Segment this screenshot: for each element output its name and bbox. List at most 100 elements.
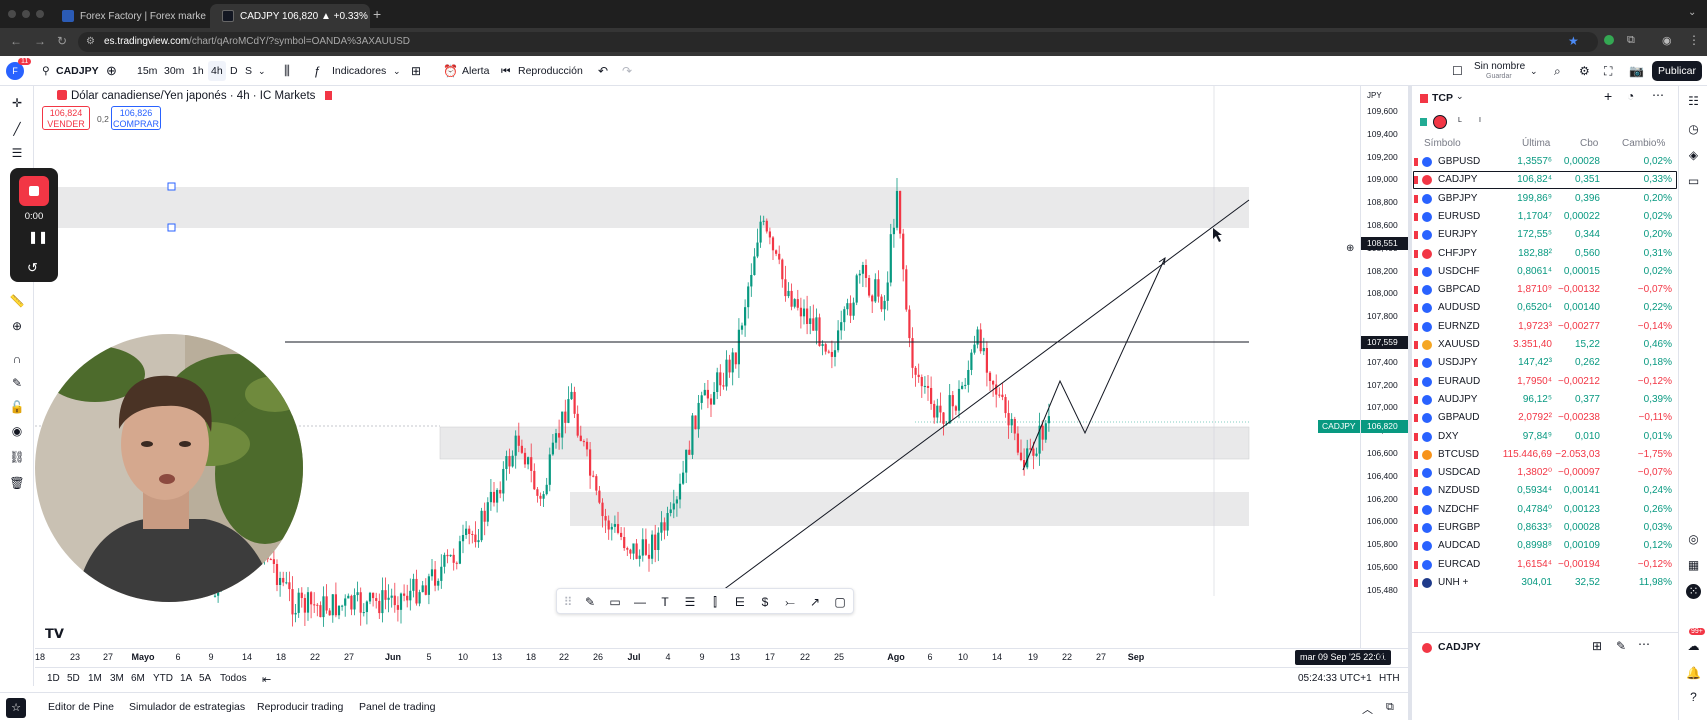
layout-name[interactable]: Sin nombre (1474, 61, 1526, 72)
window-minimize-dot[interactable] (22, 10, 30, 18)
forward-arrow-icon[interactable]: → (34, 34, 46, 48)
interval-30m[interactable]: 30m (164, 65, 185, 77)
pencil-lock-icon[interactable]: ✎ (11, 376, 23, 390)
publish-button[interactable]: Publicar (1652, 61, 1702, 81)
webcam-bubble[interactable] (35, 334, 303, 602)
fullscreen-icon[interactable]: ⛶ (1604, 64, 1613, 78)
ideas-icon[interactable]: ☁ (1687, 639, 1700, 653)
interval-s[interactable]: S (245, 65, 253, 77)
range-1d[interactable]: 1D (47, 673, 60, 684)
goto-date-icon[interactable]: ⇤ (262, 674, 272, 686)
interval-4h[interactable]: 4h (208, 61, 226, 81)
replay-icon[interactable]: ⏮ (501, 65, 511, 77)
site-info-icon[interactable]: ⚙ (86, 36, 95, 47)
comment-icon[interactable]: ▢ (834, 595, 846, 609)
row-flag-icon[interactable] (1414, 395, 1418, 404)
watchlist-row-usdcad[interactable]: USDCAD 1,3802⁰ −0,00097 −0,07% (1412, 463, 1678, 483)
calendar-icon[interactable]: ▦ (1687, 558, 1700, 572)
path-icon[interactable]: ↗ (809, 595, 821, 609)
watchlist-row-unh[interactable]: UNH + 304,01 32,52 11,98% (1412, 573, 1678, 593)
zoom-icon[interactable]: ⊕ (11, 319, 23, 333)
reload-icon[interactable]: ↻ (57, 34, 68, 48)
drag-handle-icon[interactable]: ⠿ (563, 595, 573, 609)
tab-pine-editor[interactable]: Editor de Pine (48, 701, 114, 713)
crosshair-icon[interactable]: ✛ (11, 96, 23, 110)
col-last-header[interactable]: Última (1522, 138, 1551, 149)
rectangle-icon[interactable]: ▭ (609, 595, 621, 609)
interval-1h[interactable]: 1h (192, 65, 204, 77)
sell-button[interactable]: 106,824 VENDER (42, 106, 90, 130)
favorites-star-icon[interactable]: ☆ (6, 698, 26, 718)
window-zoom-dot[interactable] (36, 10, 44, 18)
hline-icon[interactable]: — (634, 595, 646, 609)
details-more-icon[interactable]: ⋯ (1638, 637, 1650, 651)
maximize-panel-icon[interactable]: ⧉ (1386, 701, 1394, 713)
watchlist-icon[interactable]: ☷ (1688, 94, 1699, 108)
watchlist-flag-i[interactable]: I (1479, 117, 1481, 124)
tradingview-logo-icon[interactable]: 𝗧𝗩 (45, 626, 64, 641)
range-1a[interactable]: 1A (180, 673, 193, 684)
lock-icon[interactable]: 🔓 (9, 400, 25, 414)
extensions-puzzle-icon[interactable]: ⧉ (1627, 34, 1635, 46)
range-5a[interactable]: 5A (199, 673, 212, 684)
row-flag-icon[interactable] (1414, 560, 1418, 569)
axis-settings-icon[interactable]: ⚙ (1377, 652, 1387, 664)
notifications-bell-icon[interactable]: 🔔 (1686, 666, 1701, 680)
trash-icon[interactable]: 🗑 (9, 476, 25, 490)
buy-button[interactable]: 106,826 COMPRAR (111, 106, 161, 130)
watchlist-row-nzdusd[interactable]: NZDUSD 0,5934⁴ 0,00141 0,24% (1412, 481, 1678, 501)
row-flag-icon[interactable] (1414, 450, 1418, 459)
watchlist-flag-l[interactable]: L (1458, 117, 1462, 124)
interval-dropdown-chevron-icon[interactable]: ⌄ (258, 66, 266, 76)
new-tab-button[interactable]: + (373, 6, 382, 22)
templates-icon[interactable]: ⊞ (411, 64, 422, 78)
alerts-clock-icon[interactable]: ◷ (1688, 122, 1699, 136)
range-all[interactable]: Todos (220, 673, 247, 684)
magnet-icon[interactable]: ∩ (12, 352, 22, 366)
pencil-icon[interactable]: ✎ (584, 595, 596, 609)
chat-icon[interactable]: ▭ (1687, 174, 1700, 188)
row-flag-icon[interactable] (1414, 414, 1418, 423)
watchlist-row-nzdchf[interactable]: NZDCHF 0,4784⁰ 0,00123 0,26% (1412, 500, 1678, 520)
row-flag-icon[interactable] (1414, 578, 1418, 587)
row-flag-icon[interactable] (1414, 212, 1418, 221)
watchlist-row-gbpcad[interactable]: GBPCAD 1,8710⁹ −0,00132 −0,07% (1412, 280, 1678, 300)
watchlist-row-gbpusd[interactable]: GBPUSD 1,3557⁶ 0,00028 0,02% (1412, 152, 1678, 172)
price-scale[interactable]: JPY 109,600 109,400 109,200 109,000 108,800 1… (1360, 86, 1409, 648)
row-flag-icon[interactable] (1414, 158, 1418, 166)
details-symbol[interactable]: CADJPY (1438, 641, 1481, 653)
session-label[interactable]: HTH (1379, 673, 1400, 684)
row-flag-icon[interactable] (1414, 524, 1418, 532)
browser-menu-icon[interactable]: ⋮ (1688, 33, 1700, 47)
tab-replay-trading[interactable]: Reproducir trading (257, 701, 344, 713)
url-field[interactable]: ⚙ es.tradingview.com/chart/qAroMCdY/?sym… (78, 32, 1598, 52)
row-flag-icon[interactable] (1414, 231, 1418, 240)
profile-avatar-icon[interactable]: ◉ (1662, 35, 1672, 47)
alert-icon[interactable]: ⏰ (443, 64, 458, 78)
watchlist-row-cadjpy[interactable]: CADJPY 106,82⁴ 0,351 0,33% (1412, 170, 1678, 190)
target-icon[interactable]: ◎ (1688, 532, 1699, 546)
watchlist-row-gbpjpy[interactable]: GBPJPY 199,86⁹ 0,396 0,20% (1412, 189, 1678, 209)
layout-checkbox-icon[interactable]: ☐ (1452, 64, 1463, 78)
settings-gear-icon[interactable]: ⚙ (1579, 64, 1590, 78)
user-avatar[interactable]: F (6, 62, 24, 80)
watchlist-row-btcusd[interactable]: BTCUSD 115.446,69 −2.053,03 −1,75% (1412, 445, 1678, 465)
row-flag-icon[interactable] (1414, 542, 1418, 551)
price-chart-svg[interactable] (35, 86, 1360, 648)
text-icon[interactable]: T (661, 595, 669, 609)
watchlist-row-usdjpy[interactable]: USDJPY 147,42³ 0,262 0,18% (1412, 353, 1678, 373)
link-icon[interactable]: ⛓ (9, 450, 25, 464)
eye-icon[interactable]: ◉ (11, 424, 23, 438)
watchlist-name[interactable]: TCP (1432, 92, 1453, 104)
watchlist-row-eurusd[interactable]: EURUSD 1,1704⁷ 0,00022 0,02% (1412, 207, 1678, 227)
range-1m[interactable]: 1M (88, 673, 102, 684)
green-flag-icon[interactable] (1420, 118, 1427, 126)
position-icon[interactable]: ⫿ (713, 595, 717, 609)
candles-icon[interactable]: ⫼ (284, 63, 290, 78)
watchlist-row-chfjpy[interactable]: CHFJPY 182,88² 0,560 0,31% (1412, 244, 1678, 264)
layout-chevron-icon[interactable]: ⌄ (1530, 66, 1538, 76)
row-flag-icon[interactable] (1414, 469, 1418, 478)
add-symbol-plus-icon[interactable]: + (1604, 88, 1613, 104)
indicators-icon[interactable]: ƒ (314, 64, 321, 78)
watchlist-row-eurgbp[interactable]: EURGBP 0,8633⁵ 0,00028 0,03% (1412, 518, 1678, 538)
